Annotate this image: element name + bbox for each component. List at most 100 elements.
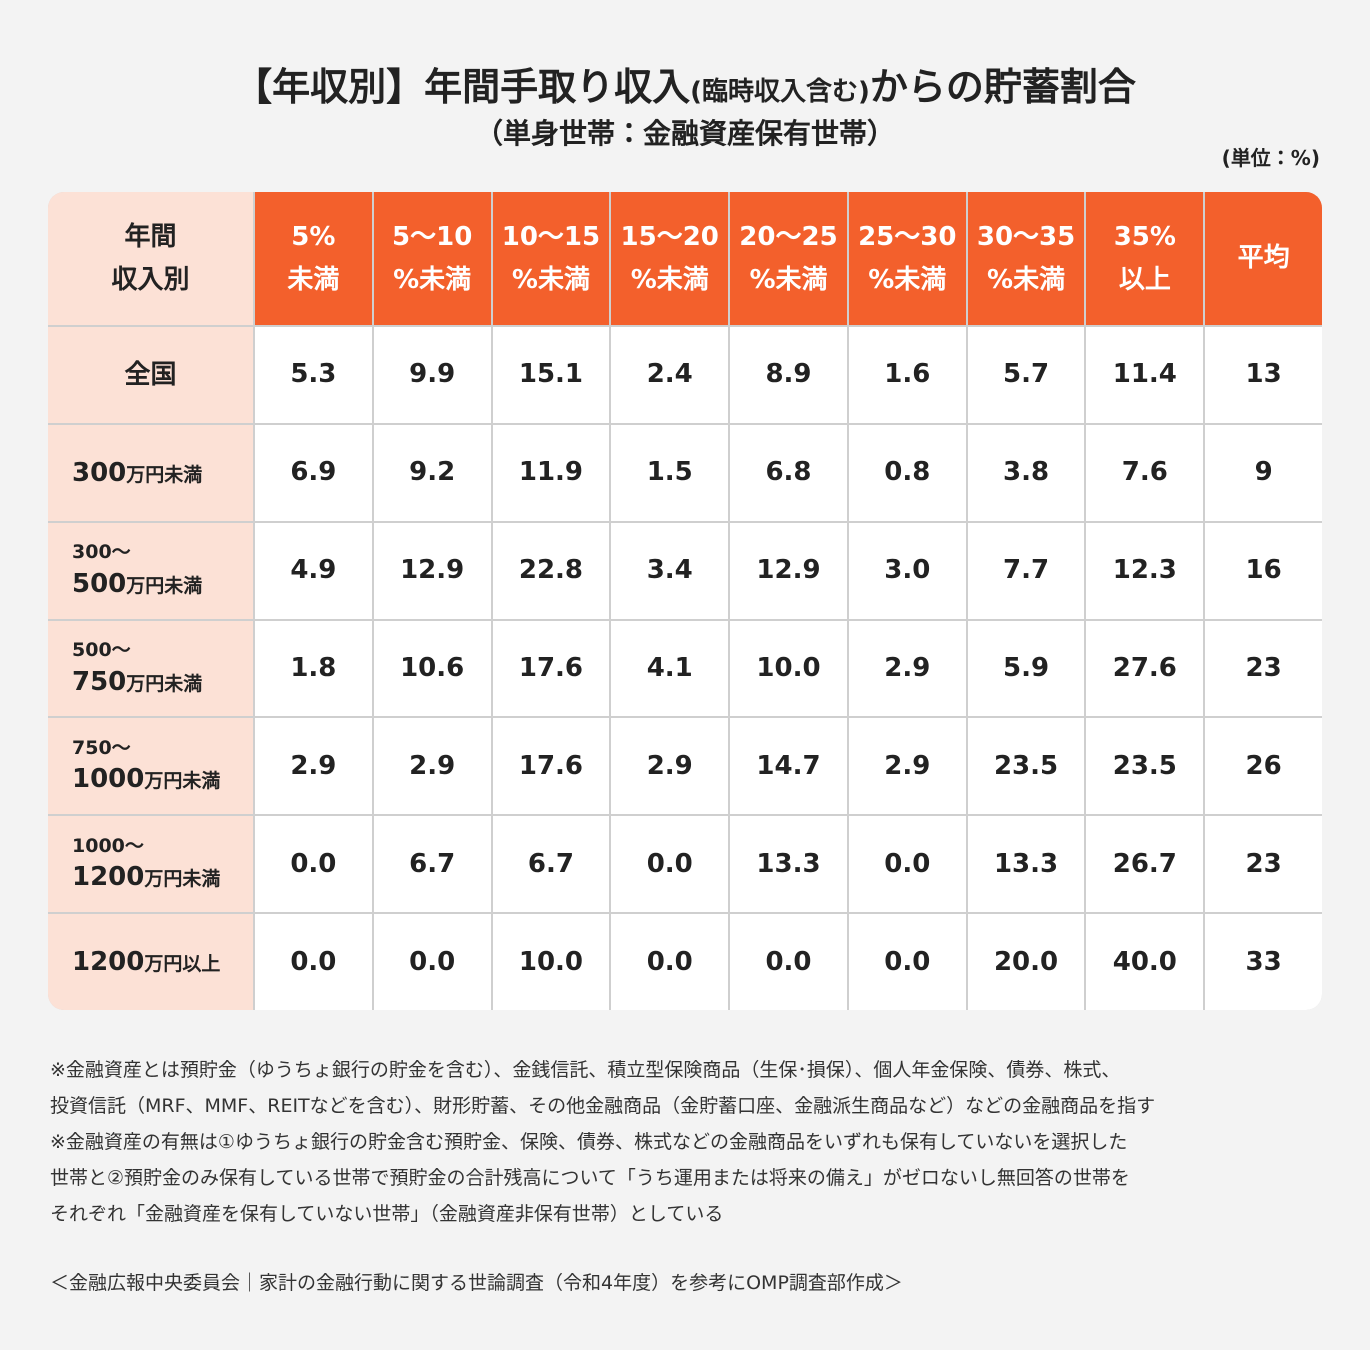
- column-header: 5〜10 %未満: [373, 192, 491, 325]
- value-cell: 23.5: [967, 718, 1085, 815]
- value-cell: 13: [1205, 327, 1322, 423]
- value-cell: 33: [1205, 914, 1322, 1010]
- title-part: 【年収別】年間手取り収入: [234, 65, 691, 109]
- header-line: 20〜25: [739, 221, 838, 252]
- row-header: 300万円未満: [48, 424, 253, 521]
- value-cell: 3.8: [967, 424, 1085, 521]
- row-label-line: 750万円未満: [72, 664, 202, 700]
- value-cell: 10.6: [373, 620, 491, 717]
- value-cell: 0.0: [611, 816, 729, 913]
- table: 年間 収入別 5% 未満 5〜10 %未満 10〜15 %未満 15〜20 %未満 20〜25 %未満…: [48, 192, 1322, 1010]
- value-cell: 6.9: [255, 424, 372, 521]
- value-cell: 26: [1205, 718, 1322, 815]
- row-label-line: 全国: [124, 357, 176, 393]
- value-cell: 5.9: [967, 620, 1085, 717]
- row-label-text: 750〜: [72, 736, 131, 759]
- header-line: 平均: [1237, 243, 1290, 274]
- value-cell: 6.7: [373, 816, 491, 913]
- value-cell: 0.0: [255, 816, 372, 913]
- source: ＜金融広報中央委員会｜家計の金融行動に関する世論調査（令和4年度）を参考にOMP…: [50, 1272, 903, 1294]
- title: 【年収別】年間手取り収入(臨時収入含む)からの貯蓄割合: [0, 56, 1370, 111]
- value-cell: 9.2: [373, 424, 491, 521]
- row-header: 500〜 750万円未満: [48, 620, 253, 717]
- value-cell: 2.4: [611, 327, 729, 423]
- row-label-text: 万円未満: [126, 574, 203, 597]
- value-cell: 23: [1205, 620, 1322, 717]
- value-cell: 1.5: [611, 424, 729, 521]
- value-cell: 6.7: [492, 816, 610, 913]
- value-cell: 5.3: [255, 327, 372, 423]
- row-label-line: 1000万円未満: [72, 761, 220, 797]
- value-cell: 23.5: [1086, 718, 1204, 815]
- header-line: %未満: [868, 264, 947, 295]
- value-cell: 13.3: [730, 816, 847, 913]
- row-label-text: 全国: [124, 359, 177, 390]
- value-cell: 1.6: [848, 327, 966, 423]
- header-line: 5〜10: [392, 221, 473, 252]
- row-label-line: 1200万円以上: [72, 944, 220, 980]
- row-label-text: 750: [72, 666, 127, 697]
- row-label-text: 500: [72, 568, 127, 599]
- corner-cell: 年間 収入別: [48, 192, 253, 325]
- header-line: 5%: [291, 221, 336, 252]
- column-header: 20〜25 %未満: [730, 192, 847, 325]
- column-header: 30〜35 %未満: [967, 192, 1085, 325]
- value-cell: 10.0: [492, 914, 610, 1010]
- value-cell: 0.0: [373, 914, 491, 1010]
- value-cell: 9.9: [373, 327, 491, 423]
- note-line: ※金融資産とは預貯金（ゆうちょ銀行の貯金を含む）、金銭信託、積立型保険商品（生保…: [50, 1059, 1121, 1081]
- row-label-line: 500〜: [72, 637, 131, 664]
- row-label-text: 万円以上: [144, 952, 221, 975]
- value-cell: 4.1: [611, 620, 729, 717]
- value-cell: 2.9: [373, 718, 491, 815]
- row-label-text: 1000〜: [72, 834, 144, 857]
- column-header: 25〜30 %未満: [848, 192, 966, 325]
- column-header: 10〜15 %未満: [492, 192, 610, 325]
- note-line: 世帯と②預貯金のみ保有している世帯で預貯金の合計残高について「うち運用または将来…: [50, 1167, 1130, 1189]
- corner-line: 収入別: [111, 264, 190, 295]
- row-label-line: 1200万円未満: [72, 859, 220, 895]
- row-label-text: 1200: [72, 946, 145, 977]
- row-header: 全国: [48, 327, 253, 423]
- note-line: ※金融資産の有無は①ゆうちょ銀行の貯金含む預貯金、保険、債券、株式などの金融商品…: [50, 1131, 1128, 1153]
- value-cell: 0.0: [730, 914, 847, 1010]
- value-cell: 10.0: [730, 620, 847, 717]
- value-cell: 2.9: [848, 620, 966, 717]
- value-cell: 0.0: [611, 914, 729, 1010]
- header-line: %未満: [749, 264, 828, 295]
- value-cell: 9: [1205, 424, 1322, 521]
- value-cell: 20.0: [967, 914, 1085, 1010]
- column-header: 35% 以上: [1086, 192, 1204, 325]
- header-line: 30〜35: [976, 221, 1076, 252]
- row-label-line: 300〜: [72, 539, 131, 566]
- row-label-text: 300〜: [72, 541, 131, 564]
- row-label-text: 1200: [72, 862, 145, 893]
- row-label-text: 300: [72, 457, 127, 488]
- header-line: 15〜20: [620, 221, 719, 252]
- column-header: 15〜20 %未満: [611, 192, 729, 325]
- value-cell: 0.8: [848, 424, 966, 521]
- value-cell: 26.7: [1086, 816, 1204, 913]
- value-cell: 12.9: [373, 522, 491, 619]
- value-cell: 0.0: [848, 914, 966, 1010]
- notes: ※金融資産とは預貯金（ゆうちょ銀行の貯金を含む）、金銭信託、積立型保険商品（生保…: [50, 1052, 1155, 1232]
- value-cell: 2.9: [255, 718, 372, 815]
- column-header: 5% 未満: [255, 192, 372, 325]
- value-cell: 14.7: [730, 718, 847, 815]
- value-cell: 5.7: [967, 327, 1085, 423]
- row-label-line: 300万円未満: [72, 455, 202, 491]
- column-header: 平均: [1205, 192, 1322, 325]
- value-cell: 2.9: [611, 718, 729, 815]
- value-cell: 15.1: [492, 327, 610, 423]
- row-label-text: 万円未満: [126, 463, 203, 486]
- title-part: (臨時収入含む): [690, 77, 870, 107]
- value-cell: 23: [1205, 816, 1322, 913]
- header-line: 未満: [287, 264, 340, 295]
- header-line: %未満: [511, 264, 590, 295]
- value-cell: 17.6: [492, 620, 610, 717]
- value-cell: 16: [1205, 522, 1322, 619]
- value-cell: 4.9: [255, 522, 372, 619]
- value-cell: 40.0: [1086, 914, 1204, 1010]
- value-cell: 11.9: [492, 424, 610, 521]
